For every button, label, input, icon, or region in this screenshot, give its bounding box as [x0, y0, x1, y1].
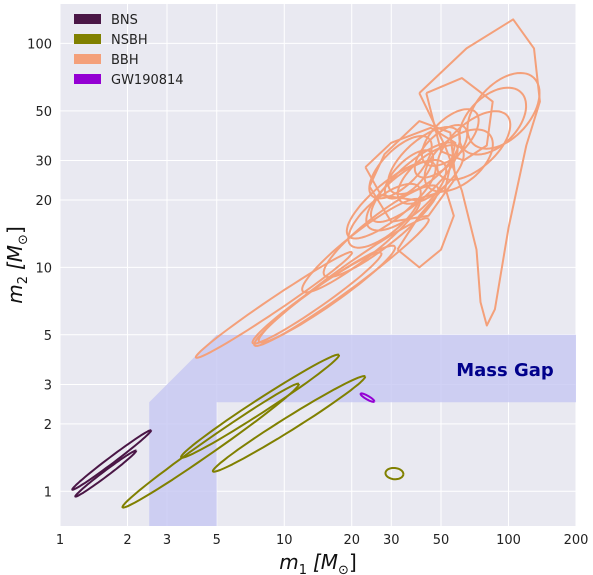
- bbh-contour: [425, 77, 494, 162]
- x-tick-label: 20: [343, 533, 360, 548]
- legend-swatch: [74, 54, 101, 64]
- legend-item: NSBH: [74, 33, 148, 48]
- nsbh-contour: [384, 467, 405, 481]
- y-tick-label: 3: [44, 378, 52, 393]
- x-tick-label: 2: [123, 533, 131, 548]
- legend-label: BNS: [111, 13, 138, 28]
- bbh-contour: [194, 250, 354, 359]
- legend-swatch: [74, 14, 101, 24]
- legend: BNS NSBH BBH GW190814: [74, 13, 184, 88]
- y-tick-label: 50: [35, 105, 52, 120]
- legend-item: BNS: [74, 13, 138, 28]
- y-axis-label: m2[M⊙]: [3, 226, 31, 304]
- y-tick-label: 20: [35, 194, 52, 209]
- bbh-contour: [347, 182, 422, 249]
- gw190814-contour: [359, 392, 376, 403]
- y-tick-label: 1: [44, 485, 52, 500]
- bbh-contour: [418, 18, 541, 327]
- bbh-contour: [420, 108, 480, 167]
- bbh-contour: [364, 126, 457, 201]
- posterior-contours: [71, 18, 541, 509]
- x-tick-labels: 1 2 3 5 10 20 30 50 100 200: [56, 533, 589, 548]
- bns-contour: [71, 429, 153, 491]
- nsbh-contour: [121, 382, 300, 509]
- legend-label: GW190814: [111, 73, 184, 88]
- bbh-contour: [369, 141, 459, 223]
- y-tick-label: 2: [44, 418, 52, 433]
- bbh-contour: [301, 197, 421, 294]
- legend-item: GW190814: [74, 73, 184, 88]
- x-tick-label: 10: [276, 533, 293, 548]
- y-tick-labels: 1 2 3 5 10 20 30 50 100: [27, 37, 52, 500]
- bbh-contour: [253, 217, 430, 347]
- legend-swatch: [74, 34, 101, 44]
- legend-label: BBH: [111, 53, 139, 68]
- x-tick-label: 200: [564, 533, 589, 548]
- x-tick-label: 100: [496, 533, 521, 548]
- bbh-contour: [466, 72, 541, 150]
- bns-contour: [74, 449, 138, 498]
- mass-gap-label: Mass Gap: [456, 360, 554, 381]
- x-tick-label: 1: [56, 533, 64, 548]
- legend-label: NSBH: [111, 33, 148, 48]
- bbh-contour: [396, 185, 455, 269]
- mass-gap-region: [149, 334, 576, 526]
- x-tick-label: 50: [433, 533, 450, 548]
- x-tick-label: 30: [383, 533, 400, 548]
- y-tick-label: 10: [35, 261, 52, 276]
- nsbh-contour: [180, 353, 340, 459]
- y-tick-label: 100: [27, 37, 52, 52]
- x-tick-label: 3: [163, 533, 171, 548]
- bbh-contour: [423, 128, 494, 193]
- bbh-contour: [458, 86, 528, 156]
- x-tick-label: 5: [213, 533, 221, 548]
- y-tick-label: 5: [44, 329, 52, 344]
- legend-swatch: [74, 74, 101, 84]
- x-axis-label: m1 [M⊙]: [279, 550, 357, 575]
- y-tick-label: 30: [35, 155, 52, 170]
- legend-item: BBH: [74, 53, 139, 68]
- nsbh-contour: [211, 375, 367, 473]
